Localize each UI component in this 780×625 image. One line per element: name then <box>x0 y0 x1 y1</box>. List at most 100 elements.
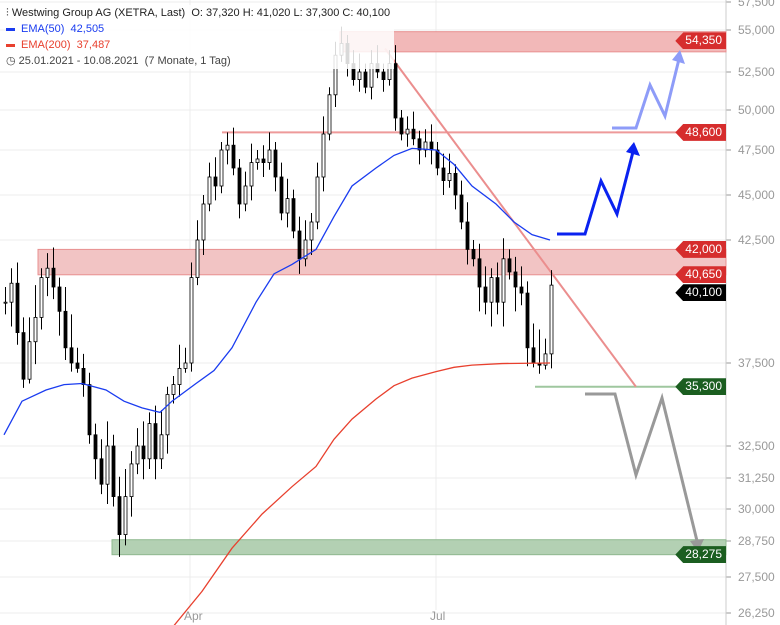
candle <box>147 423 152 460</box>
candle <box>441 167 446 182</box>
x-tick-label: Jul <box>430 609 445 623</box>
ema50-line <box>3 147 551 436</box>
candle <box>429 141 434 151</box>
y-tick-label: 27,500 <box>738 570 775 584</box>
candle <box>57 286 62 312</box>
arrow-head-icon <box>690 539 704 552</box>
candle <box>21 332 26 380</box>
ema200-value: 37,487 <box>76 39 111 51</box>
candle <box>99 458 104 485</box>
price-level-tag: 48,600 <box>675 123 726 141</box>
date-range: 25.01.2021 - 10.08.2021 <box>18 55 139 67</box>
bearish-scenario-arrow <box>585 392 700 546</box>
candle <box>489 277 494 303</box>
candle <box>297 230 302 260</box>
y-tick-label: 28,750 <box>738 534 775 548</box>
candle <box>219 149 224 187</box>
candle <box>363 71 368 88</box>
y-tick-label: 45,000 <box>738 188 775 202</box>
y-tick-label: 50,000 <box>738 103 775 117</box>
candles-icon: ⫶ <box>6 7 12 19</box>
candle <box>45 267 50 279</box>
y-tick-label: 55,000 <box>738 23 775 37</box>
candle <box>381 71 386 80</box>
candle <box>321 133 326 178</box>
candle <box>435 149 440 169</box>
candle <box>459 194 464 223</box>
candle <box>111 445 116 497</box>
ema50-swatch <box>6 27 15 31</box>
candle <box>189 277 194 364</box>
candle <box>171 384 176 395</box>
candle <box>261 158 266 163</box>
ema200-line <box>173 362 551 625</box>
candle <box>237 167 242 205</box>
y-tick-label: 42,500 <box>738 233 775 247</box>
candle <box>465 221 470 250</box>
candle <box>207 176 212 205</box>
candle <box>141 445 146 460</box>
candle <box>285 198 290 214</box>
candle <box>75 362 80 369</box>
duration: (7 Monate, 1 Tag) <box>144 55 231 67</box>
candle <box>315 176 320 223</box>
candle <box>3 301 8 304</box>
candle <box>531 347 536 364</box>
candle <box>123 496 128 536</box>
candle <box>81 367 86 385</box>
price-level-tag: 28,275 <box>675 546 726 564</box>
candle <box>525 292 530 349</box>
y-tick-label: 31,250 <box>738 471 775 485</box>
price-level-tag: 40,100 <box>675 284 726 302</box>
candle <box>471 248 476 260</box>
candle <box>165 394 170 436</box>
candle <box>231 144 236 169</box>
candle <box>213 176 218 187</box>
candle <box>543 353 548 366</box>
candle <box>549 284 554 355</box>
candle <box>447 172 452 181</box>
candle <box>267 149 272 164</box>
candle <box>9 282 14 303</box>
bullish-target-arrow <box>612 54 682 130</box>
candle <box>483 286 488 303</box>
ema50-label[interactable]: EMA(50) <box>21 23 65 35</box>
price-level-tag: 40,650 <box>675 266 726 284</box>
candle <box>93 434 98 460</box>
support-zone-28 <box>111 539 727 556</box>
candle <box>225 144 230 151</box>
x-tick-label: Apr <box>184 609 203 623</box>
candle <box>183 362 188 369</box>
candle <box>501 258 506 303</box>
candle <box>423 141 428 151</box>
ema200-label[interactable]: EMA(200) <box>21 39 71 51</box>
resistance-zone-42 <box>37 248 727 276</box>
instrument-title: Westwing Group AG (XETRA, Last) <box>11 7 186 19</box>
y-tick-label: 57,500 <box>738 0 775 9</box>
candle <box>291 198 296 232</box>
arrow-head-icon <box>672 50 685 64</box>
candle <box>477 258 482 288</box>
ema50-value: 42,505 <box>70 23 105 35</box>
candle <box>309 221 314 241</box>
arrow-head-icon <box>626 142 640 156</box>
candle <box>135 445 140 465</box>
y-tick-label: 26,250 <box>738 606 775 620</box>
y-tick-label: 37,500 <box>738 356 775 370</box>
candle <box>243 185 248 205</box>
candle <box>51 267 56 288</box>
candle <box>201 203 206 241</box>
y-tick-label: 32,500 <box>738 439 775 453</box>
candle <box>63 310 68 349</box>
bullish-scenario-arrow <box>557 147 636 236</box>
candle <box>453 172 458 196</box>
y-tick-label: 47,500 <box>738 143 775 157</box>
candle <box>405 128 410 135</box>
ema200-swatch <box>6 43 15 47</box>
candle <box>411 128 416 140</box>
price-level-tag: 42,000 <box>675 240 726 258</box>
candle <box>327 94 332 135</box>
candle <box>399 117 404 135</box>
